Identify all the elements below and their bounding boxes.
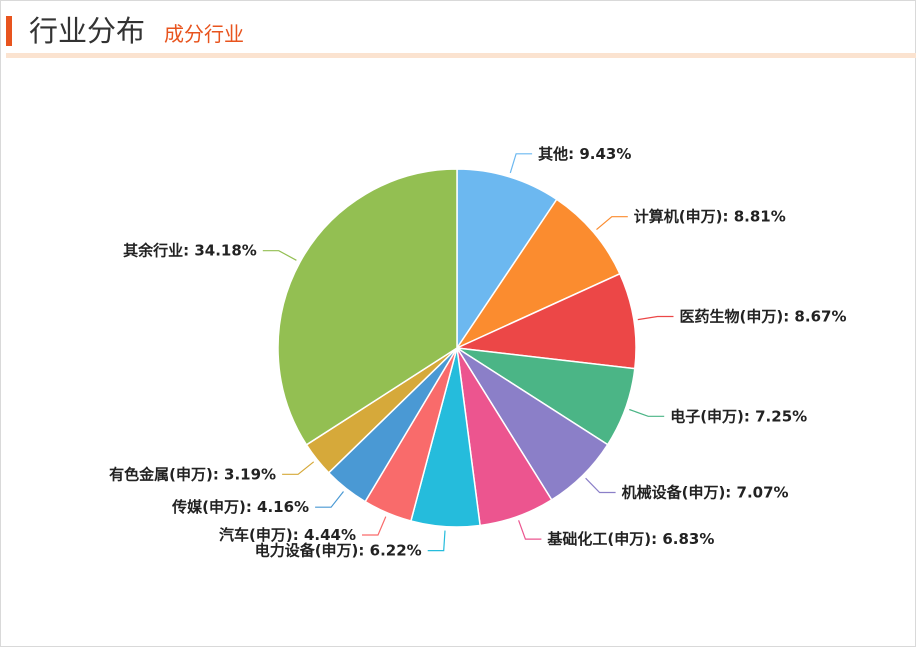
leader-line — [596, 216, 628, 231]
pie-chart: 其他: 9.43% 计算机(申万): 8.81% 医药生物(申万): 8.67% 电子… — [109, 145, 846, 560]
leader-line — [427, 530, 446, 552]
pie-slice[interactable] — [456, 168, 558, 351]
leader-line — [629, 408, 665, 417]
leader-line — [315, 491, 344, 508]
leader-line — [518, 520, 542, 540]
leader-line — [585, 477, 616, 494]
leader-line — [262, 250, 297, 261]
pie-slice[interactable] — [277, 168, 458, 446]
slice-label: 基础化工(申万): 6.83% — [546, 530, 714, 548]
title-accent-bar — [6, 16, 12, 46]
pie-slice[interactable] — [454, 272, 637, 370]
pie-slices — [277, 168, 637, 528]
page-title: 行业分布 — [29, 14, 146, 48]
slice-label: 传媒(申万): 4.16% — [171, 498, 309, 516]
page-subtitle: 成分行业 — [164, 22, 244, 46]
slice-label: 医药生物(申万): 8.67% — [680, 308, 847, 326]
pie-slice[interactable] — [454, 198, 621, 350]
panel-header: 行业分布 成分行业 — [1, 1, 916, 53]
slice-label: 汽车(申万): 4.44% — [219, 526, 356, 544]
leader-line — [362, 516, 387, 536]
header-divider — [6, 53, 916, 58]
leader-line — [509, 153, 533, 174]
leader-line — [637, 315, 674, 321]
slice-label: 其他: 9.43% — [538, 145, 631, 163]
slice-labels: 其他: 9.43% 计算机(申万): 8.81% 医药生物(申万): 8.67% 电子… — [109, 145, 846, 560]
label-leader-lines — [262, 153, 674, 552]
slice-label: 其余行业: 34.18% — [123, 242, 257, 260]
slice-label: 机械设备(申万): 7.07% — [622, 484, 789, 502]
slice-label: 有色金属(申万): 3.19% — [109, 465, 276, 483]
leader-line — [282, 461, 315, 475]
chart-area: 其他: 9.43% 计算机(申万): 8.81% 医药生物(申万): 8.67% 电子… — [1, 61, 916, 646]
slice-label: 电力设备(申万): 6.22% — [255, 542, 422, 560]
slice-label: 计算机(申万): 8.81% — [634, 208, 786, 226]
slice-label: 电子(申万): 7.25% — [670, 407, 807, 425]
